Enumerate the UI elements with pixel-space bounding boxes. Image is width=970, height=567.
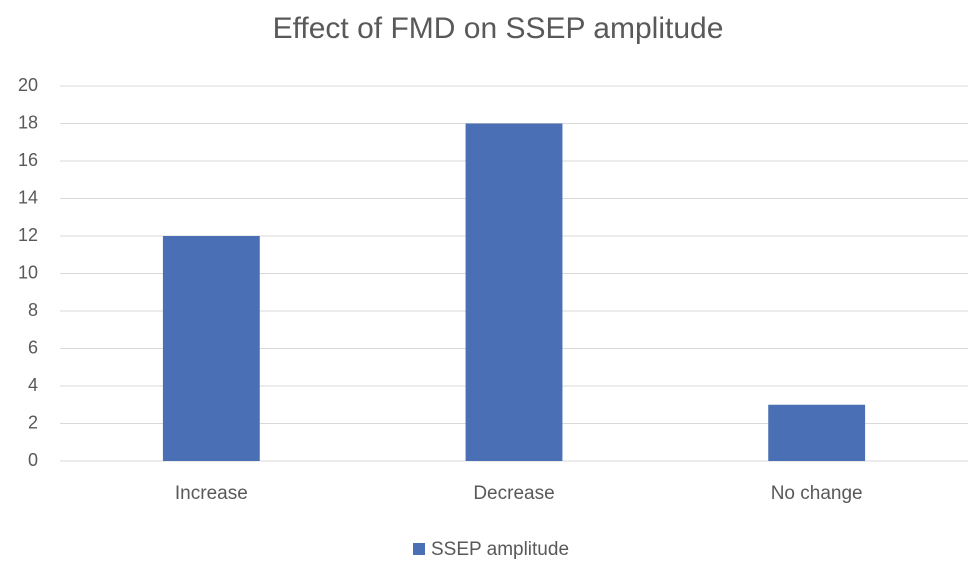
- x-tick-label: No change: [771, 483, 863, 504]
- x-tick-label: Decrease: [473, 483, 554, 504]
- y-tick-label: 20: [18, 75, 38, 95]
- y-tick-label: 2: [28, 412, 38, 432]
- bar: [162, 236, 260, 461]
- y-tick-label: 10: [18, 262, 38, 282]
- legend-label: SSEP amplitude: [431, 539, 569, 560]
- y-tick-label: 12: [18, 225, 38, 245]
- chart-title: Effect of FMD on SSEP amplitude: [273, 12, 724, 45]
- bar: [768, 404, 866, 461]
- y-tick-label: 14: [18, 187, 38, 207]
- y-tick-label: 0: [28, 450, 38, 470]
- legend-swatch: [413, 543, 425, 555]
- y-tick-label: 4: [28, 375, 38, 395]
- y-tick-label: 6: [28, 337, 38, 357]
- y-tick-label: 18: [18, 112, 38, 132]
- y-tick-label: 16: [18, 150, 38, 170]
- x-tick-label: Increase: [175, 483, 248, 504]
- y-tick-label: 8: [28, 300, 38, 320]
- bar: [465, 123, 563, 461]
